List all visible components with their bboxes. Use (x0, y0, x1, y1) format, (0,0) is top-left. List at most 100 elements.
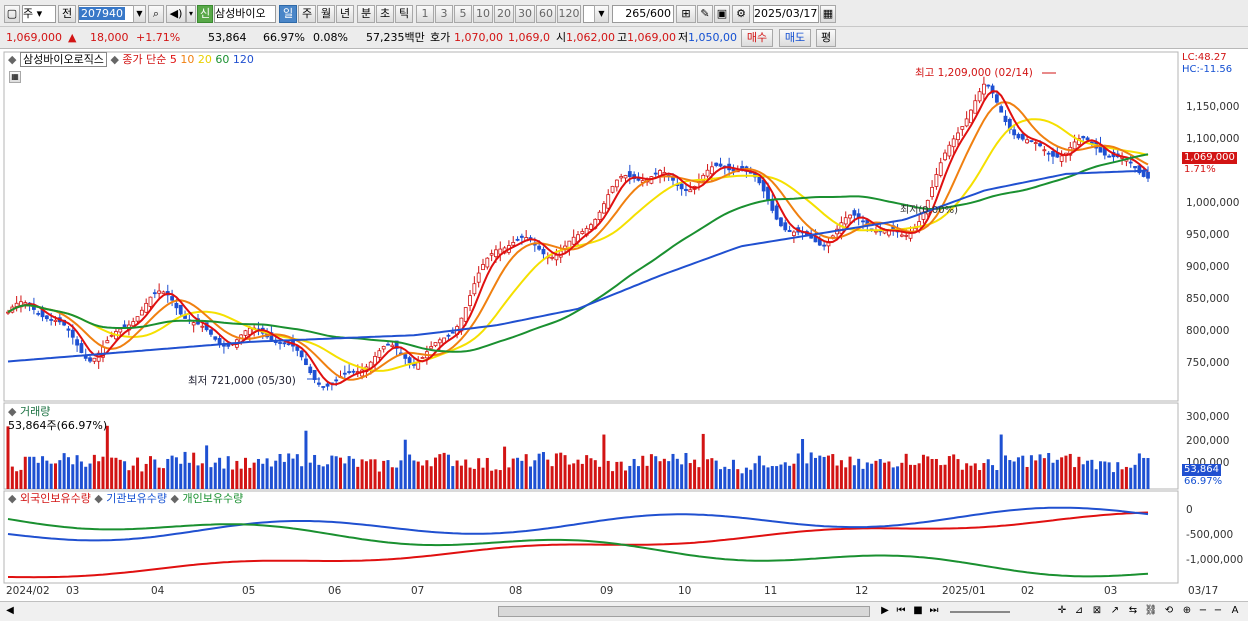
font-size-icon[interactable]: A (1231, 605, 1239, 616)
interval-20-button[interactable]: 20 (494, 5, 514, 23)
speaker-dropdown-button[interactable]: ▾ (186, 5, 196, 23)
signal-button[interactable]: 신 (197, 5, 213, 23)
scroll-right-icon[interactable]: ▶ (881, 605, 889, 616)
interval-5-button[interactable]: 5 (454, 5, 472, 23)
buy-button[interactable]: 매수 (741, 29, 773, 47)
trend-icon[interactable]: ↗ (1110, 605, 1120, 616)
stock-code-input[interactable]: 207940 (78, 5, 146, 23)
candle-body (787, 229, 792, 233)
market-select[interactable]: 주 ▾ (22, 5, 56, 23)
ma-label[interactable]: 종가 단순 (122, 53, 167, 66)
candle-body (1128, 161, 1133, 164)
period-minute-button[interactable]: 분 (357, 5, 375, 23)
candle-body (843, 217, 848, 225)
chart-canvas[interactable] (0, 49, 1248, 601)
period-tick-button[interactable]: 틱 (395, 5, 413, 23)
settings-gear-icon[interactable]: ⚙ (732, 5, 750, 23)
volume-bar (84, 466, 88, 489)
volume-bar (75, 455, 79, 489)
stock-title[interactable]: 삼성바이오로직스 (19, 52, 107, 67)
candle-body (792, 231, 796, 236)
candle-body (684, 188, 688, 191)
restore-icon[interactable]: ⟲ (1164, 605, 1174, 616)
volume-bar (580, 463, 584, 489)
interval-30-button[interactable]: 30 (515, 5, 535, 23)
ma60-label[interactable]: 60 (215, 53, 230, 66)
volume-bar (494, 469, 498, 489)
period-month-button[interactable]: 월 (317, 5, 335, 23)
stop-icon[interactable]: ■ (913, 605, 923, 616)
scroll-left-icon[interactable]: ◀ (6, 605, 14, 616)
save-icon[interactable]: ▣ (714, 5, 730, 23)
speaker-icon[interactable]: ◀) (166, 5, 186, 23)
ma10-label[interactable]: 10 (180, 53, 195, 66)
interval-3-button[interactable]: 3 (435, 5, 453, 23)
chart-scrollbar[interactable]: ◀ ▶ ⏮ ■ ⏭ ✛ ⊿ ⊠ ↗ ⇆ ⛓ ⟲ ⊕ − − A (0, 601, 1248, 621)
candle-body (1042, 149, 1047, 152)
volume-bar (364, 461, 368, 489)
candle-body (1046, 152, 1051, 155)
volume-bar (891, 467, 895, 489)
interval-1-button[interactable]: 1 (416, 5, 434, 23)
draw-tool-icon[interactable]: ✎ (697, 5, 713, 23)
date-input[interactable]: 2025/03/17 (753, 5, 819, 23)
period-week-button[interactable]: 주 (298, 5, 316, 23)
volume-bar (317, 464, 321, 489)
crosshair-icon[interactable]: ✛ (1057, 605, 1067, 616)
window-icon[interactable]: ▢ (4, 5, 20, 23)
volume-bar (88, 463, 92, 489)
turnover-rate: 0.08% (313, 31, 348, 44)
ma5-label[interactable]: 5 (169, 53, 177, 66)
ma120-label[interactable]: 120 (232, 53, 254, 66)
custom-interval-dropdown[interactable]: ▼ (594, 5, 609, 23)
compare-icon[interactable]: ⇆ (1128, 605, 1138, 616)
volume-bar (960, 469, 964, 489)
scroll-thumb[interactable] (498, 606, 870, 617)
volume-bar (770, 466, 774, 489)
candle-body (217, 337, 222, 345)
zoom-slider[interactable] (950, 611, 1010, 613)
individual-legend[interactable]: 개인보유수량 (182, 492, 244, 505)
go-last-icon[interactable]: ⏭ (929, 605, 939, 616)
grid-toggle-icon[interactable]: ▦ (9, 71, 21, 83)
ma20-label[interactable]: 20 (197, 53, 212, 66)
link-icon[interactable]: ⛓ (1144, 605, 1158, 616)
candle-body (377, 350, 382, 358)
candle-body (286, 343, 291, 346)
average-button[interactable]: 평 (816, 29, 836, 47)
candle-body (705, 169, 710, 177)
zoom-in-icon[interactable]: ⊕ (1182, 605, 1192, 616)
interval-60-button[interactable]: 60 (536, 5, 556, 23)
pattern-icon[interactable]: ⊠ (1092, 605, 1102, 616)
search-icon[interactable]: ⌕ (148, 5, 164, 23)
prev-button[interactable]: 전 (58, 5, 76, 23)
volume-bar (818, 455, 822, 489)
volume-bar (291, 458, 295, 489)
candle-body (299, 350, 304, 358)
calendar-icon[interactable]: ▦ (820, 5, 836, 23)
code-dropdown-button[interactable]: ▼ (133, 5, 146, 23)
go-first-icon[interactable]: ⏮ (896, 605, 906, 616)
candle-body (571, 236, 576, 245)
candle-body (49, 319, 54, 321)
interval-10-button[interactable]: 10 (473, 5, 493, 23)
volume-title[interactable]: 거래량 (19, 405, 51, 418)
period-second-button[interactable]: 초 (376, 5, 394, 23)
ruler-icon[interactable]: ⊿ (1074, 605, 1084, 616)
volume-bar (226, 456, 230, 489)
data-count-field[interactable]: 265/600 (612, 5, 674, 23)
candle-body (295, 346, 300, 351)
chart-tools-icon[interactable]: ⊞ (676, 5, 696, 23)
candle-body (774, 205, 779, 220)
interval-120-button[interactable]: 120 (557, 5, 581, 23)
period-day-button[interactable]: 일 (279, 5, 297, 23)
ma120-line (7, 169, 1149, 363)
sell-button[interactable]: 매도 (779, 29, 811, 47)
period-year-button[interactable]: 년 (336, 5, 354, 23)
volume-bar (209, 467, 213, 489)
reset-icon[interactable]: − (1213, 605, 1223, 616)
foreign-legend[interactable]: 외국인보유수량 (19, 492, 91, 505)
institution-legend[interactable]: 기관보유수량 (106, 492, 168, 505)
volume-bar (446, 454, 450, 489)
zoom-out-icon[interactable]: − (1198, 605, 1208, 616)
